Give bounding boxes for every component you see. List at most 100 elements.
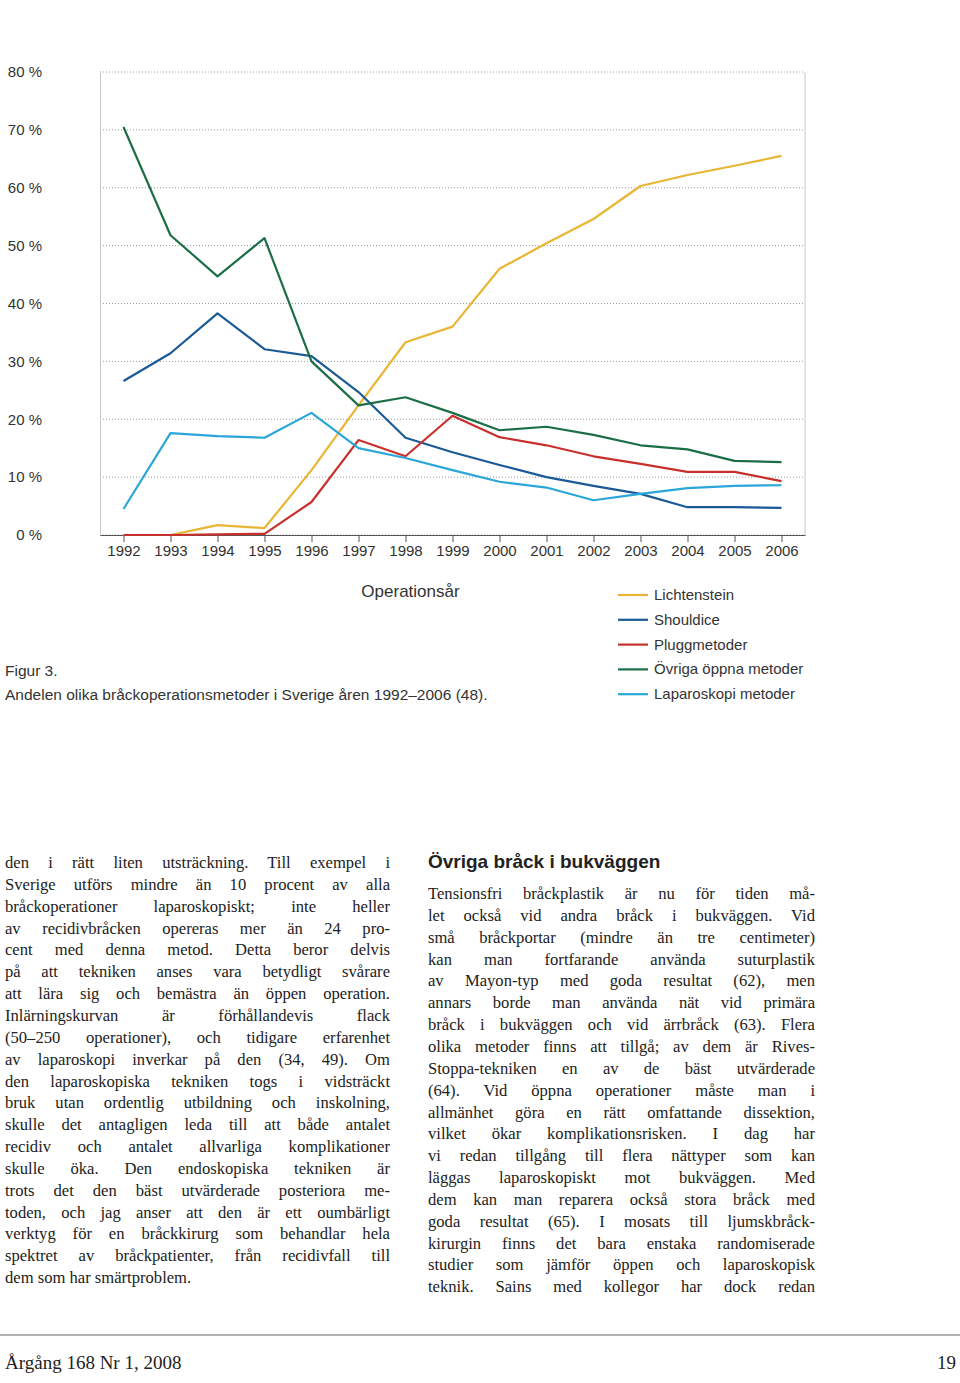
text-line: Stoppa-tekniken en av de bäst utvärderad… (428, 1058, 815, 1080)
footer-page: 19 (937, 1352, 956, 1374)
y-tick-label: 40 % (8, 295, 42, 312)
text-line: av recidivbråcken opereras mer än 24 pro… (5, 918, 390, 940)
grid-line (100, 245, 805, 246)
x-tick: 1997 (342, 535, 375, 559)
text-line: cent med denna metod. Detta beror delvis (5, 939, 390, 961)
y-tick-label: 30 % (8, 353, 42, 370)
text-line: Inlärningskurvan är förhållandevis flack (5, 1005, 390, 1027)
legend-swatch (618, 643, 648, 645)
legend-swatch (618, 594, 648, 596)
legend-swatch (618, 619, 648, 621)
text-line: vi redan tillgång till flera nättyper so… (428, 1145, 815, 1167)
x-tick: 2003 (624, 535, 657, 559)
text-line: av laparoskopi inverkar på den (34, 49).… (5, 1049, 390, 1071)
x-tick-label: 2002 (577, 542, 610, 559)
text-line: att lära sig och bemästra än öppen opera… (5, 983, 390, 1005)
legend-label: Shouldice (654, 611, 720, 628)
text-line: Sverige utförs mindre än 10 procent av a… (5, 874, 390, 896)
text-line: bruk utan ordentlig utbildning och insko… (5, 1092, 390, 1114)
text-line: recidiv och antalet allvarliga komplikat… (5, 1136, 390, 1158)
text-line: små bråckportar (mindre än tre centimete… (428, 927, 815, 949)
x-tick-label: 2000 (483, 542, 516, 559)
y-tick: 60 % (8, 179, 100, 196)
text-line: bråck i bukväggen och vid ärrbråck (63).… (428, 1014, 815, 1036)
y-tick: 50 % (8, 237, 100, 254)
grid-line (100, 477, 805, 478)
y-tick-label: 70 % (8, 121, 42, 138)
text-line: på att tekniken anses vara betydligt svå… (5, 961, 390, 983)
x-tick-label: 1999 (436, 542, 469, 559)
y-tick-label: 20 % (8, 411, 42, 428)
x-tick-label: 1993 (154, 542, 187, 559)
legend-label: Lichtenstein (654, 586, 734, 603)
text-line: studier som jämför öppen och laparoskopi… (428, 1254, 815, 1276)
x-tick-label: 2001 (530, 542, 563, 559)
y-axis: 0 % 10 % 20 % 30 % 40 % 50 % 60 % 70 % 80 % (8, 63, 101, 543)
x-tick-label: 1996 (295, 542, 328, 559)
text-line: kan man fortfarande använda suturplastik (428, 949, 815, 971)
y-tick: 80 % (8, 63, 100, 80)
x-tick: 1998 (389, 535, 422, 559)
x-tick: 1996 (295, 535, 328, 559)
y-axis-line (100, 73, 101, 536)
plot-frame (805, 72, 806, 535)
text-line: dem kan man reparera också stora bråck m… (428, 1189, 815, 1211)
y-tick-label: 50 % (8, 237, 42, 254)
text-line: läggas laparoskopiskt mot bukväggen. Med (428, 1167, 815, 1189)
x-tick: 2002 (577, 535, 610, 559)
legend-label: Laparoskopi metoder (654, 685, 795, 702)
x-tick-label: 1998 (389, 542, 422, 559)
x-tick: 2000 (483, 535, 516, 559)
text-line: trots det den bäst utvärderade posterior… (5, 1180, 390, 1202)
x-tick-label: 2004 (671, 542, 704, 559)
x-tick: 2005 (718, 535, 751, 559)
y-tick: 0 % (16, 526, 100, 543)
grid-line (100, 129, 805, 130)
text-line: av Mayon-typ med goda resultat (62), men (428, 970, 815, 992)
text-line: goda resultat (65). I mosats till ljumsk… (428, 1211, 815, 1233)
text-line: olika metoder finns att tillgå; av dem ä… (428, 1036, 815, 1058)
x-tick-label: 1997 (342, 542, 375, 559)
series-line (124, 416, 782, 535)
text-line: bråckoperationer laparoskopiskt; inte he… (5, 896, 390, 918)
grid-line (100, 361, 805, 362)
x-tick-label: 2005 (718, 542, 751, 559)
x-tick-label: 1992 (107, 542, 140, 559)
x-tick-label: 2003 (624, 542, 657, 559)
legend: Lichtenstein Shouldice Pluggmetoder Övriga … (618, 586, 803, 702)
text-line: let också vid andra bråck i bukväggen. V… (428, 905, 815, 927)
x-tick: 1994 (201, 535, 234, 559)
caption-label: Figur 3. (5, 662, 58, 679)
x-tick: 1999 (436, 535, 469, 559)
x-tick-label: 1995 (248, 542, 281, 559)
footer-issue: Årgång 168 Nr 1, 2008 (5, 1352, 181, 1374)
series-line (124, 413, 782, 509)
caption-text: Andelen olika bråckoperationsmetoder i S… (5, 686, 488, 703)
legend-label: Övriga öppna metoder (654, 660, 803, 677)
legend-label: Pluggmetoder (654, 636, 747, 653)
text-line: annars borde man använda nät vid primära (428, 992, 815, 1014)
text-line: kirurgin finns det bara enstaka randomis… (428, 1233, 815, 1255)
text-line: vilket ökar komplikationsrisken. I dag h… (428, 1123, 815, 1145)
x-tick: 1992 (107, 535, 140, 559)
y-tick: 70 % (8, 121, 100, 138)
y-tick: 30 % (8, 353, 100, 370)
legend-swatch (618, 668, 648, 670)
text-line: Tensionsfri bråckplastik är nu för tiden… (428, 883, 815, 905)
text-line: (64). Vid öppna operationer måste man i (428, 1080, 815, 1102)
y-tick-label: 10 % (8, 468, 42, 485)
x-tick: 2006 (765, 535, 798, 559)
text-line: skulle öka. Den endoskopiska tekniken är (5, 1158, 390, 1180)
y-tick-label: 0 % (16, 526, 42, 543)
grid (100, 72, 805, 535)
y-tick-label: 80 % (8, 63, 42, 80)
y-tick-label: 60 % (8, 179, 42, 196)
x-tick: 1993 (154, 535, 187, 559)
x-tick: 2004 (671, 535, 704, 559)
text-line: verktyg för en bråckkirurg som behandlar… (5, 1223, 390, 1245)
grid-line (100, 303, 805, 304)
y-tick: 40 % (8, 295, 100, 312)
text-line: allmänhet göra en rätt omfattande dissek… (428, 1102, 815, 1124)
series-line (124, 127, 782, 462)
x-axis: 1992 1993 1994 1995 1996 1997 1998 1999 2000 2001… (101, 535, 806, 559)
